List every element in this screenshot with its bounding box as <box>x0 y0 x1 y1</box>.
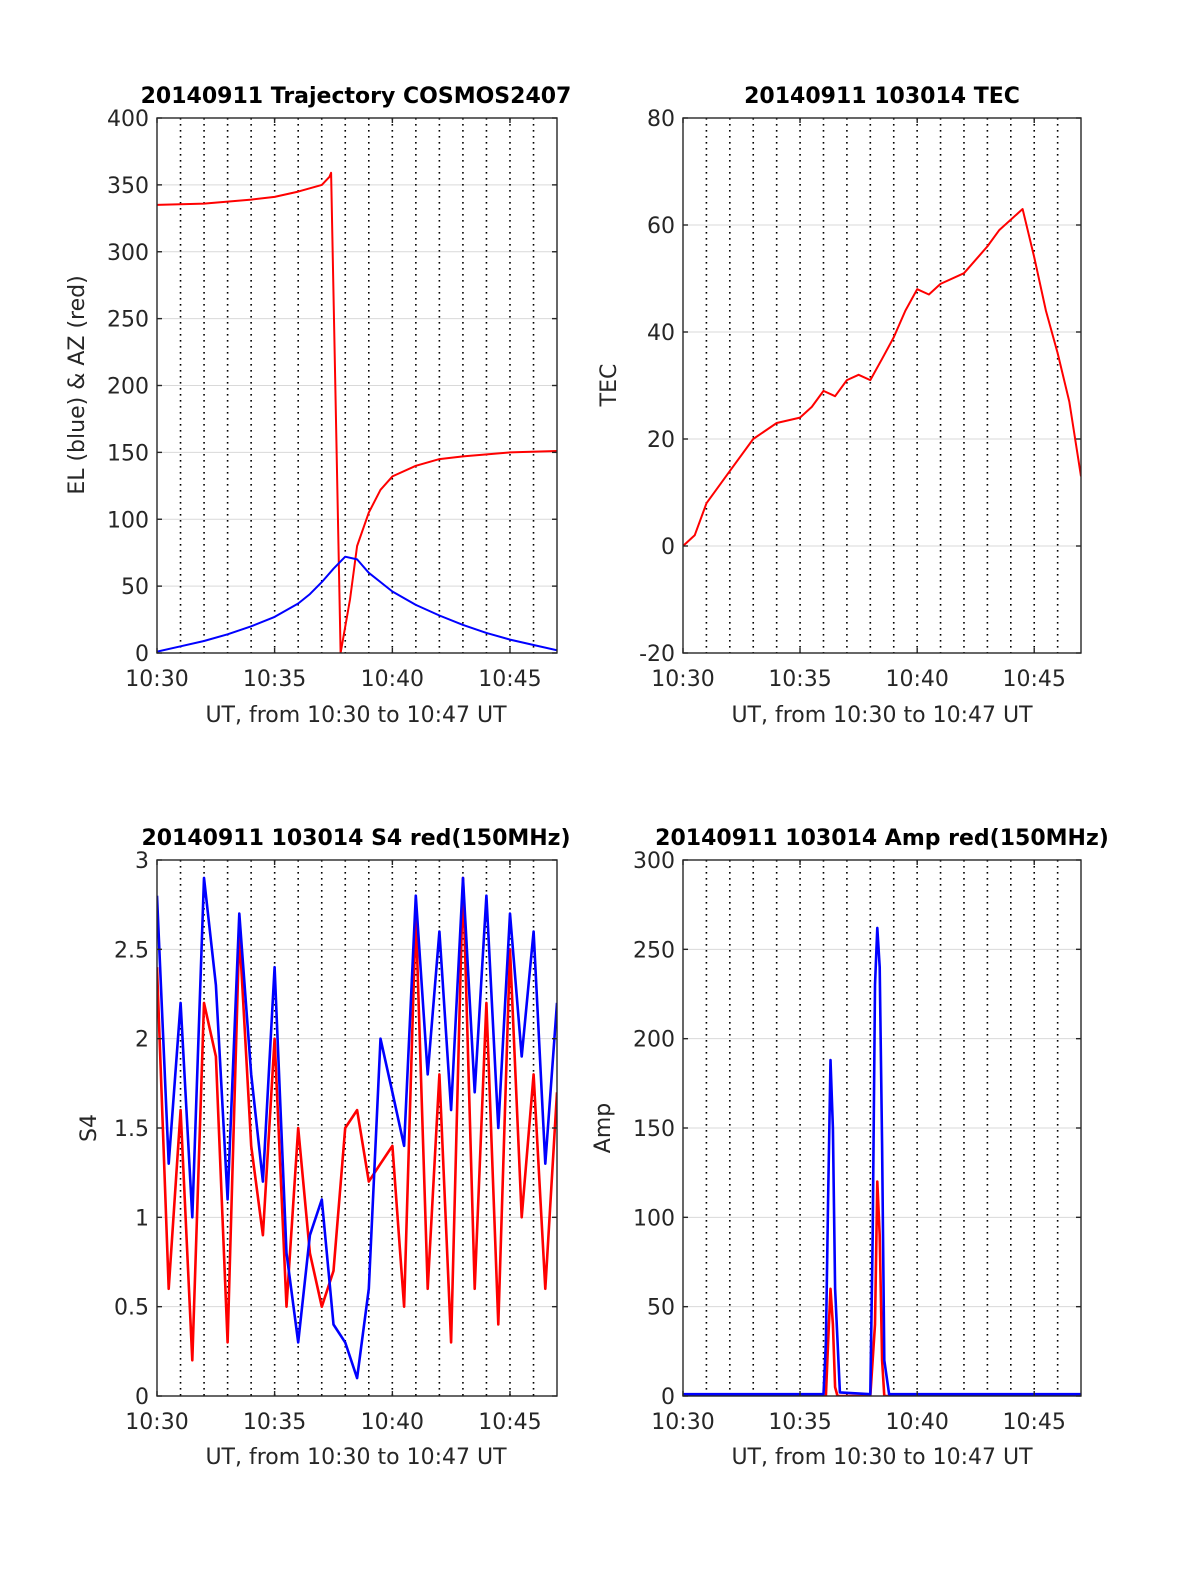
y-tick-label: 100 <box>633 1206 675 1231</box>
panel-title: 20140911 103014 TEC <box>744 84 1020 109</box>
trajectory-panel: 20140911 Trajectory COSMOS2407 UT, from … <box>65 84 571 728</box>
amp-panel: 20140911 103014 Amp red(150MHz) UT, from… <box>591 826 1109 1470</box>
x-tick-label: 10:45 <box>1003 667 1066 692</box>
x-axis-label: UT, from 10:30 to 10:47 UT <box>731 1445 1033 1470</box>
y-tick-label: 0 <box>661 1385 675 1410</box>
y-tick-label: 80 <box>647 107 675 132</box>
y-tick-label: 0 <box>661 535 675 560</box>
panel-title: 20140911 103014 S4 red(150MHz) <box>141 826 570 851</box>
panel-title: 20140911 103014 Amp red(150MHz) <box>655 826 1109 851</box>
y-tick-label: 1 <box>135 1206 149 1231</box>
series-line <box>157 555 557 653</box>
y-tick-label: 50 <box>121 575 149 600</box>
y-tick-label: 3 <box>135 849 149 874</box>
y-tick-label: 300 <box>633 849 675 874</box>
x-tick-label: 10:35 <box>768 1410 831 1435</box>
x-axis-label: UT, from 10:30 to 10:47 UT <box>205 1445 507 1470</box>
y-tick-label: 60 <box>647 214 675 239</box>
y-tick-label: 100 <box>107 508 149 533</box>
x-tick-label: 10:35 <box>243 1410 306 1435</box>
y-tick-label: 200 <box>107 375 149 400</box>
y-tick-label: 250 <box>107 308 149 333</box>
y-axis-label: Amp <box>591 1103 616 1153</box>
y-tick-label: 400 <box>107 107 149 132</box>
x-tick-label: 10:40 <box>361 667 424 692</box>
y-axis-label: TEC <box>597 364 622 408</box>
tec-panel: 20140911 103014 TEC UT, from 10:30 to 10… <box>597 84 1082 728</box>
x-tick-label: 10:30 <box>125 667 188 692</box>
y-tick-label: 1.5 <box>114 1117 149 1142</box>
x-tick-label: 10:45 <box>478 1410 541 1435</box>
series-line <box>157 876 557 1362</box>
x-tick-label: 10:35 <box>243 667 306 692</box>
y-tick-label: 150 <box>633 1117 675 1142</box>
x-tick-label: 10:40 <box>885 1410 948 1435</box>
y-tick-label: 2 <box>135 1028 149 1053</box>
x-tick-label: 10:40 <box>885 667 948 692</box>
y-tick-label: 300 <box>107 241 149 266</box>
y-tick-label: 40 <box>647 321 675 346</box>
x-axis-label: UT, from 10:30 to 10:47 UT <box>205 703 507 728</box>
s4-panel: 20140911 103014 S4 red(150MHz) UT, from … <box>77 826 571 1470</box>
x-tick-label: 10:30 <box>651 1410 714 1435</box>
series-line <box>157 171 557 653</box>
y-tick-label: -20 <box>639 642 675 667</box>
axes-box <box>682 117 1082 654</box>
series-line <box>683 1180 1081 1396</box>
x-tick-label: 10:30 <box>651 667 714 692</box>
series-line <box>683 208 1081 547</box>
y-tick-label: 350 <box>107 174 149 199</box>
y-tick-label: 0.5 <box>114 1296 149 1321</box>
y-tick-label: 150 <box>107 441 149 466</box>
x-tick-label: 10:40 <box>361 1410 424 1435</box>
y-tick-label: 2.5 <box>114 938 149 963</box>
y-tick-label: 250 <box>633 938 675 963</box>
x-axis-label: UT, from 10:30 to 10:47 UT <box>731 703 1033 728</box>
y-tick-label: 200 <box>633 1028 675 1053</box>
y-tick-label: 0 <box>135 642 149 667</box>
y-axis-label: S4 <box>77 1114 102 1142</box>
x-tick-label: 10:35 <box>768 667 831 692</box>
series-line <box>683 926 1081 1396</box>
y-tick-label: 20 <box>647 428 675 453</box>
x-tick-label: 10:45 <box>478 667 541 692</box>
series-line <box>157 876 557 1380</box>
x-tick-label: 10:45 <box>1003 1410 1066 1435</box>
y-axis-label: EL (blue) & AZ (red) <box>65 275 90 494</box>
y-tick-label: 0 <box>135 1385 149 1410</box>
y-tick-label: 50 <box>647 1296 675 1321</box>
x-tick-label: 10:30 <box>125 1410 188 1435</box>
panel-title: 20140911 Trajectory COSMOS2407 <box>141 84 572 109</box>
